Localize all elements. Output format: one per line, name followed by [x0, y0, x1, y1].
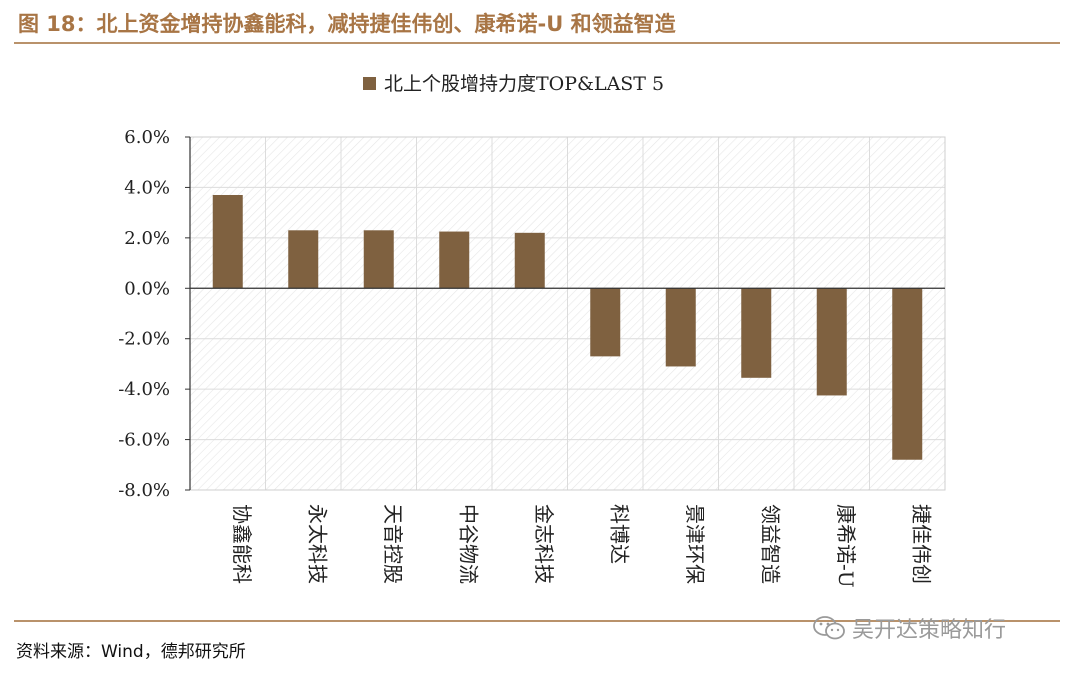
- bar: [288, 230, 319, 289]
- bar: [741, 288, 772, 378]
- y-tick-label: -2.0%: [118, 329, 170, 350]
- y-tick-label: 0.0%: [124, 278, 170, 299]
- watermark: 吴开达策略知行: [812, 612, 1006, 644]
- x-tick-label: 中谷物流: [456, 504, 480, 584]
- y-tick-label: 2.0%: [124, 228, 170, 249]
- bar: [590, 288, 621, 357]
- x-tick-label: 捷佳伟创: [909, 504, 933, 584]
- y-tick-label: 6.0%: [124, 127, 170, 148]
- bar: [892, 288, 923, 460]
- watermark-text: 吴开达策略知行: [852, 618, 1007, 643]
- x-tick-label: 永太科技: [305, 504, 329, 584]
- bar: [665, 288, 696, 367]
- chart-legend: 北上个股增持力度TOP&LAST 5: [363, 73, 664, 95]
- x-tick-label: 科博达: [607, 504, 631, 564]
- x-tick-label: 协鑫能科: [230, 504, 254, 584]
- bar: [439, 231, 470, 289]
- bottom-divider: [14, 620, 1060, 622]
- x-tick-label: 领益智造: [758, 504, 782, 584]
- bar: [212, 194, 243, 289]
- x-tick-label: 天音控股: [381, 504, 405, 584]
- x-tick-label: 金志科技: [532, 504, 556, 584]
- bar: [514, 232, 545, 289]
- source-note: 资料来源：Wind，德邦研究所: [16, 642, 246, 662]
- legend-label: 北上个股增持力度TOP&LAST 5: [384, 73, 664, 95]
- legend-swatch: [363, 77, 376, 90]
- x-tick-label: 康希诺-U: [834, 504, 858, 588]
- bar: [363, 230, 394, 289]
- y-tick-label: -6.0%: [118, 430, 170, 451]
- bar: [816, 288, 847, 396]
- top-divider: [14, 42, 1060, 44]
- y-tick-label: 4.0%: [124, 177, 170, 198]
- x-tick-label: 景津环保: [683, 504, 707, 584]
- y-tick-label: -4.0%: [118, 379, 170, 400]
- figure-title: 图 18：北上资金增持协鑫能科，减持捷佳伟创、康希诺-U 和领益智造: [18, 12, 676, 36]
- y-tick-label: -8.0%: [118, 480, 170, 501]
- wechat-icon: [813, 616, 845, 640]
